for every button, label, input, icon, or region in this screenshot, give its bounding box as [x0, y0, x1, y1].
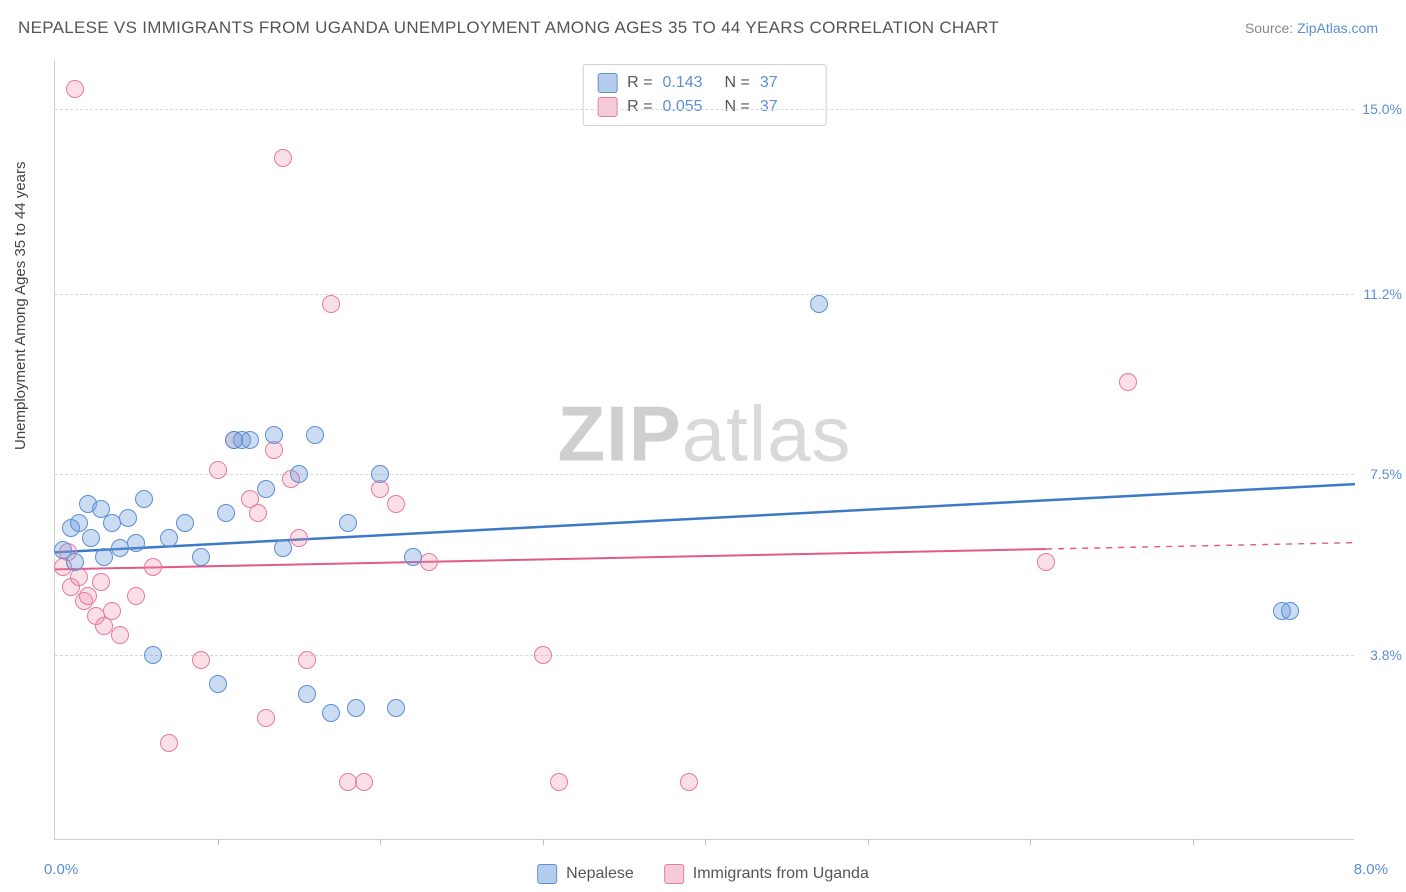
swatch-icon — [597, 97, 617, 117]
y-tick-label: 3.8% — [1370, 647, 1402, 663]
data-point — [92, 573, 110, 591]
stats-row: R = 0.055 N = 37 — [597, 95, 812, 119]
data-point — [144, 646, 162, 664]
data-point — [249, 504, 267, 522]
source-attribution: Source: ZipAtlas.com — [1245, 20, 1378, 36]
x-tick — [1193, 839, 1194, 845]
watermark-rest: atlas — [682, 389, 852, 477]
data-point — [95, 548, 113, 566]
n-label: N = — [725, 74, 750, 92]
swatch-icon — [664, 864, 684, 884]
data-point — [387, 495, 405, 513]
data-point — [404, 548, 422, 566]
r-label: R = — [627, 98, 652, 116]
data-point — [347, 699, 365, 717]
data-point — [257, 480, 275, 498]
data-point — [371, 465, 389, 483]
series-legend: Nepalese Immigrants from Uganda — [537, 864, 869, 884]
data-point — [192, 651, 210, 669]
data-point — [257, 709, 275, 727]
data-point — [192, 548, 210, 566]
data-point — [274, 539, 292, 557]
x-tick — [380, 839, 381, 845]
data-point — [119, 509, 137, 527]
y-tick-label: 15.0% — [1362, 101, 1402, 117]
data-point — [534, 646, 552, 664]
data-point — [265, 426, 283, 444]
data-point — [387, 699, 405, 717]
data-point — [127, 587, 145, 605]
r-value: 0.055 — [663, 98, 715, 116]
chart-title: NEPALESE VS IMMIGRANTS FROM UGANDA UNEMP… — [18, 18, 999, 38]
gridline — [55, 109, 1354, 110]
source-link[interactable]: ZipAtlas.com — [1297, 20, 1378, 36]
data-point — [355, 773, 373, 791]
data-point — [66, 553, 84, 571]
data-point — [217, 504, 235, 522]
legend-item: Nepalese — [537, 864, 634, 884]
x-tick — [218, 839, 219, 845]
data-point — [82, 529, 100, 547]
swatch-icon — [537, 864, 557, 884]
n-label: N = — [725, 98, 750, 116]
data-point — [241, 431, 259, 449]
gridline — [55, 294, 1354, 295]
x-tick — [543, 839, 544, 845]
data-point — [127, 534, 145, 552]
data-point — [135, 490, 153, 508]
data-point — [66, 80, 84, 98]
data-point — [274, 149, 292, 167]
data-point — [1281, 602, 1299, 620]
data-point — [298, 685, 316, 703]
r-value: 0.143 — [663, 74, 715, 92]
data-point — [290, 465, 308, 483]
watermark: ZIPatlas — [557, 388, 851, 479]
data-point — [176, 514, 194, 532]
x-axis-max: 8.0% — [1354, 861, 1388, 878]
data-point — [339, 514, 357, 532]
x-axis-min: 0.0% — [44, 861, 78, 878]
data-point — [306, 426, 324, 444]
x-tick — [1030, 839, 1031, 845]
data-point — [420, 553, 438, 571]
gridline — [55, 655, 1354, 656]
legend-item: Immigrants from Uganda — [664, 864, 869, 884]
data-point — [550, 773, 568, 791]
data-point — [680, 773, 698, 791]
stats-legend-box: R = 0.143 N = 37 R = 0.055 N = 37 — [582, 64, 827, 126]
data-point — [1119, 373, 1137, 391]
y-axis-label: Unemployment Among Ages 35 to 44 years — [12, 161, 29, 450]
source-label: Source: — [1245, 20, 1297, 36]
swatch-icon — [597, 73, 617, 93]
stats-row: R = 0.143 N = 37 — [597, 71, 812, 95]
data-point — [810, 295, 828, 313]
data-point — [79, 587, 97, 605]
data-point — [322, 295, 340, 313]
legend-label: Nepalese — [566, 865, 634, 883]
n-value: 37 — [760, 98, 812, 116]
data-point — [290, 529, 308, 547]
legend-label: Immigrants from Uganda — [693, 865, 869, 883]
data-point — [298, 651, 316, 669]
y-tick-label: 7.5% — [1370, 466, 1402, 482]
x-tick — [705, 839, 706, 845]
data-point — [144, 558, 162, 576]
data-point — [209, 461, 227, 479]
data-point — [103, 602, 121, 620]
chart-plot-area: ZIPatlas R = 0.143 N = 37 R = 0.055 N = … — [54, 60, 1354, 840]
data-point — [1037, 553, 1055, 571]
n-value: 37 — [760, 74, 812, 92]
y-tick-label: 11.2% — [1363, 286, 1402, 302]
x-tick — [868, 839, 869, 845]
data-point — [111, 626, 129, 644]
r-label: R = — [627, 74, 652, 92]
gridline — [55, 474, 1354, 475]
data-point — [209, 675, 227, 693]
data-point — [160, 529, 178, 547]
data-point — [160, 734, 178, 752]
data-point — [322, 704, 340, 722]
watermark-bold: ZIP — [557, 389, 681, 477]
